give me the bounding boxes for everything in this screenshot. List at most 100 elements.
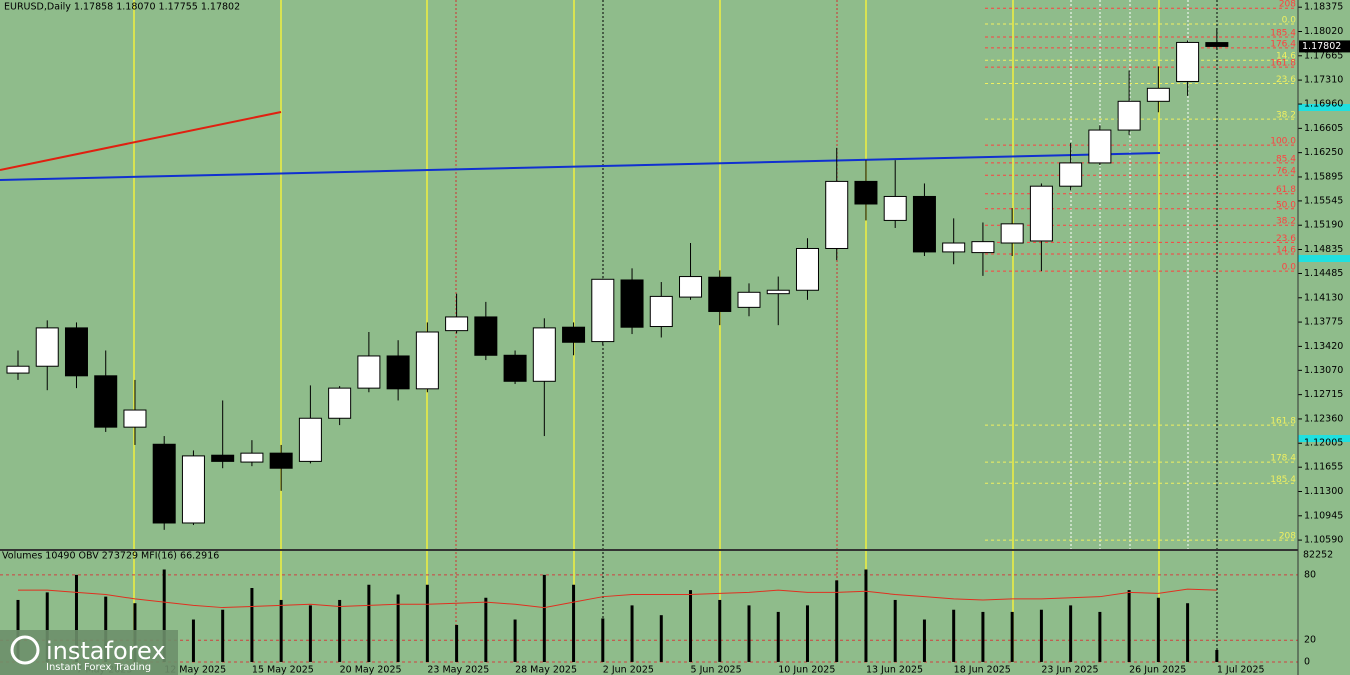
x-tick-label: 20 May 2025 xyxy=(340,665,402,675)
price-tag-label: 1.17802 xyxy=(1302,41,1341,52)
candle-body xyxy=(971,241,995,254)
candle-body xyxy=(181,455,205,524)
y-tick-label: 1.12360 xyxy=(1304,413,1343,424)
candle-body xyxy=(883,195,907,221)
indicator-title: Volumes 10490 OBV 273729 MFI(16) 66.2916 xyxy=(2,551,219,562)
candle-body xyxy=(269,452,293,469)
candle-body xyxy=(795,247,819,291)
y-tick-label: 1.16605 xyxy=(1304,123,1343,134)
fib-label: 23.6 xyxy=(1276,234,1296,244)
y-tick-label: 1.16250 xyxy=(1304,147,1343,158)
trend-line xyxy=(0,111,282,171)
x-tick-label: 13 Jun 2025 xyxy=(866,665,923,675)
candle-body xyxy=(152,443,176,524)
fib-label: 61.8 xyxy=(1276,185,1296,195)
candle-body xyxy=(1088,129,1112,164)
y-tick-label: 20 xyxy=(1304,635,1316,646)
candle-body xyxy=(708,276,732,312)
logo-name: instaforex xyxy=(46,637,166,665)
fib-label: 85.4 xyxy=(1276,154,1296,164)
candle-body xyxy=(1205,42,1229,47)
fib-label: 76.4 xyxy=(1276,167,1296,177)
candle-body xyxy=(94,375,118,428)
candle-body xyxy=(532,327,556,382)
x-tick-label: 28 May 2025 xyxy=(515,665,577,675)
candle-body xyxy=(1059,162,1083,187)
y-tick-label: 1.12005 xyxy=(1304,438,1343,449)
fib-label: 100.0 xyxy=(1270,137,1296,147)
y-tick-label: 1.13775 xyxy=(1304,317,1343,328)
y-tick-label: 1.15895 xyxy=(1304,171,1343,182)
candle-body xyxy=(737,291,761,308)
x-tick-label: 10 Jun 2025 xyxy=(778,665,835,675)
y-tick-label: 1.13070 xyxy=(1304,365,1343,376)
fib-label: 185.4 xyxy=(1270,475,1296,485)
fib-label: 185.4 xyxy=(1270,28,1296,38)
x-tick-label: 5 Jun 2025 xyxy=(691,665,742,675)
price-tag xyxy=(1299,40,1350,53)
fib-label: 14.6 xyxy=(1276,245,1296,255)
candle-body xyxy=(1000,223,1024,244)
candle-body xyxy=(415,331,439,390)
candle-body xyxy=(298,417,322,462)
y-tick-label: 1.12715 xyxy=(1304,389,1343,400)
logo-icon xyxy=(10,635,40,665)
y-tick-label: 0 xyxy=(1304,656,1310,667)
x-tick-label: 18 Jun 2025 xyxy=(954,665,1011,675)
logo: instaforex Instant Forex Trading xyxy=(0,630,178,675)
chart-title: EURUSD,Daily 1.17858 1.18070 1.17755 1.1… xyxy=(4,2,240,13)
volume-scale-label: 82252 xyxy=(1303,550,1333,561)
candle-body xyxy=(357,355,381,389)
candle-body xyxy=(825,180,849,249)
y-tick-label: 1.18375 xyxy=(1304,2,1343,13)
y-tick-label: 1.17310 xyxy=(1304,75,1343,86)
x-tick-label: 2 Jun 2025 xyxy=(603,665,654,675)
y-tick-label: 1.15545 xyxy=(1304,195,1343,206)
y-tick-label: 80 xyxy=(1304,569,1316,580)
fib-label: 0.0 xyxy=(1282,263,1297,273)
candle-body xyxy=(620,279,644,328)
candle-body xyxy=(1117,100,1141,131)
candle-body xyxy=(562,326,586,343)
fib-label: 161.8 xyxy=(1270,59,1296,69)
y-tick-label: 1.10945 xyxy=(1304,510,1343,521)
price-marker xyxy=(1298,255,1350,262)
candle-body xyxy=(445,316,469,332)
fib-label: 38.2 xyxy=(1276,111,1296,121)
x-tick-label: 15 May 2025 xyxy=(252,665,314,675)
fib-label: 161.8 xyxy=(1270,417,1296,427)
y-tick-label: 1.14485 xyxy=(1304,268,1343,279)
candle-body xyxy=(211,454,235,462)
candle-body xyxy=(386,355,410,390)
y-tick-label: 1.14835 xyxy=(1304,244,1343,255)
y-tick-label: 1.17665 xyxy=(1304,50,1343,61)
candle-body xyxy=(854,180,878,205)
mfi-line xyxy=(18,588,1217,609)
x-tick-label: 1 Jul 2025 xyxy=(1217,665,1265,675)
candle-body xyxy=(6,365,30,374)
x-tick-label: 12 May 2025 xyxy=(164,665,226,675)
y-tick-label: 1.14130 xyxy=(1304,292,1343,303)
fib-label: 0.0 xyxy=(1282,15,1297,25)
candle-body xyxy=(474,316,498,356)
candle-body xyxy=(1029,185,1053,242)
candle-body xyxy=(35,327,59,367)
candle-body xyxy=(942,242,966,253)
candle-body xyxy=(912,195,936,253)
candle-body xyxy=(1146,87,1170,102)
y-tick-label: 1.10590 xyxy=(1304,535,1343,546)
trend-line xyxy=(0,152,1161,181)
x-tick-label: 23 May 2025 xyxy=(427,665,489,675)
fib-label: 208 xyxy=(1279,532,1296,542)
price-marker xyxy=(1298,435,1350,442)
candle-body xyxy=(766,289,790,295)
fib-label: 176.4 xyxy=(1270,39,1296,49)
candle-body xyxy=(591,278,615,343)
y-tick-label: 1.18020 xyxy=(1304,26,1343,37)
candle-body xyxy=(649,295,673,328)
candle-body xyxy=(679,276,703,298)
y-tick-label: 1.16960 xyxy=(1304,99,1343,110)
logo-tagline: Instant Forex Trading xyxy=(46,662,151,673)
